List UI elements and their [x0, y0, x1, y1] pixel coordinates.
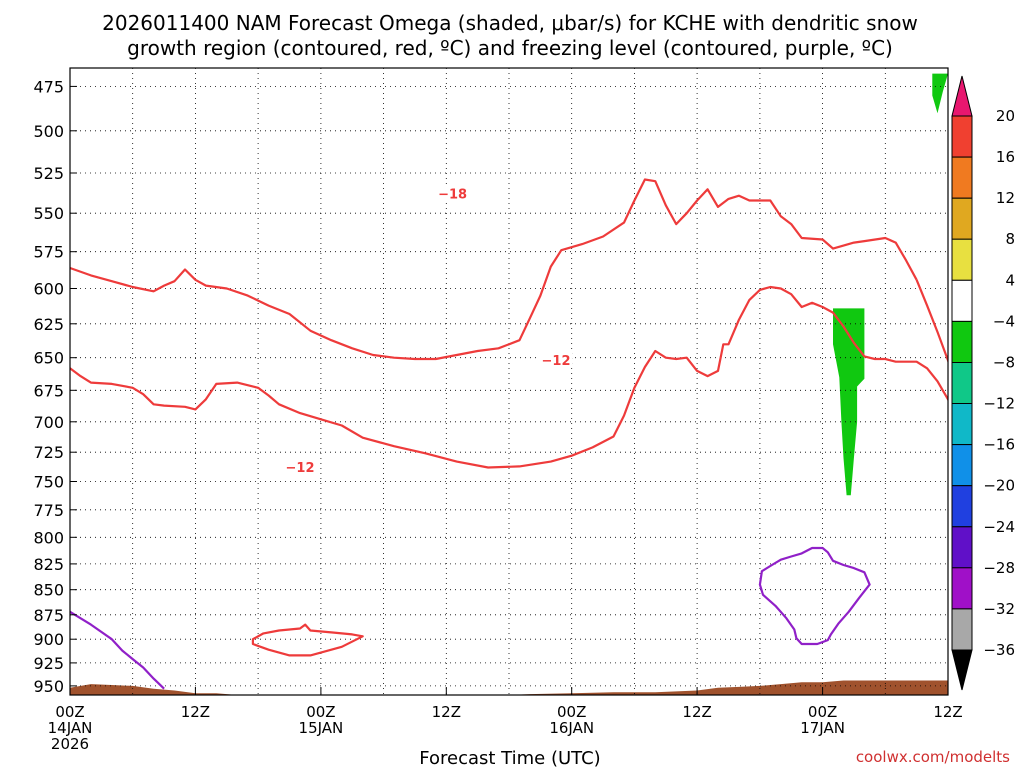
omega-shade-0 [833, 308, 865, 496]
y-tick-label-4: 575 [33, 243, 64, 262]
chart-title-line-1: 2026011400 NAM Forecast Omega (shaded, μ… [102, 11, 918, 35]
contour-label-2: −12 [286, 461, 315, 476]
y-tick-label-7: 650 [33, 349, 64, 368]
colorbar-segment-10 [951, 526, 973, 569]
colorbar-label-13: −36 [983, 641, 1015, 659]
terrain-fill [70, 680, 948, 695]
y-tick-label-2: 525 [33, 164, 64, 183]
colorbar-bottom-triangle [951, 649, 973, 691]
colorbar-label-12: −32 [983, 600, 1015, 618]
x-tick-label-0-0: 00Z [55, 703, 84, 721]
contour-dendritic-upper [70, 178, 918, 361]
colorbar-segment-7 [951, 403, 973, 446]
contour-freezing-closed [758, 546, 871, 646]
colorbar-segment-2 [951, 197, 973, 240]
y-tick-label-6: 625 [33, 315, 64, 334]
colorbar-segment-11 [951, 567, 973, 610]
y-tick-label-19: 950 [33, 677, 64, 696]
y-tick-label-12: 775 [33, 501, 64, 520]
colorbar-segment-1 [951, 156, 973, 199]
contour-dendritic-small [251, 623, 364, 657]
x-tick-label-4-1: 16JAN [549, 719, 594, 737]
x-tick-label-2-1: 15JAN [299, 719, 344, 737]
chart-title-line-2: growth region (contoured, red, ºC) and f… [127, 36, 893, 60]
y-tick-label-9: 700 [33, 413, 64, 432]
colorbar-segment-8 [951, 444, 973, 487]
colorbar-segment-5 [951, 320, 973, 363]
y-axis: 475 500 525 550 575 600 625 650 675 700 725 750 775 8… [33, 77, 77, 696]
colorbar-label-4: 4 [1005, 271, 1015, 289]
colorbar-label-7: −12 [983, 395, 1015, 413]
x-tick-label-5-0: 12Z [682, 703, 711, 721]
colorbar-segment-3 [951, 238, 973, 281]
y-tick-label-16: 875 [33, 606, 64, 625]
y-tick-label-1: 500 [33, 122, 64, 141]
y-tick-label-10: 725 [33, 443, 64, 462]
y-tick-label-18: 925 [33, 654, 64, 673]
colorbar: 20 16 12 8 4 −4 −8 −12 −16 −20 −24 −28 −32 −36 [951, 75, 1015, 691]
colorbar-label-9: −20 [983, 477, 1015, 495]
x-tick-label-6-1: 17JAN [800, 719, 845, 737]
omega-shading [833, 73, 948, 496]
y-tick-label-15: 850 [33, 581, 64, 600]
x-tick-label-4-0: 00Z [557, 703, 586, 721]
omega-shade-1 [932, 73, 948, 114]
x-tick-label-7-0: 12Z [933, 703, 962, 721]
contour-label-bg-1 [540, 352, 572, 368]
contour-label-1: −12 [542, 354, 571, 369]
credit-text: coolwx.com/modelts [856, 748, 1010, 766]
x-tick-label-6-0: 00Z [808, 703, 837, 721]
y-tick-label-8: 675 [33, 381, 64, 400]
colorbar-label-8: −16 [983, 436, 1015, 454]
y-tick-label-11: 750 [33, 473, 64, 492]
colorbar-segment-9 [951, 485, 973, 528]
colorbar-segment-6 [951, 362, 973, 405]
x-tick-label-1-0: 12Z [181, 703, 210, 721]
contour-labels: −18 −12 −12 [284, 186, 572, 476]
contour-label-0: −18 [438, 188, 467, 203]
colorbar-segment-0 [951, 115, 973, 158]
x-axis-label: Forecast Time (UTC) [419, 748, 600, 768]
contour-lines [70, 178, 948, 690]
contour-dendritic-lower [70, 285, 948, 469]
colorbar-label-1: 16 [996, 148, 1015, 166]
x-tick-label-2-0: 00Z [306, 703, 335, 721]
colorbar-label-5: −4 [993, 312, 1015, 330]
colorbar-label-11: −28 [983, 559, 1015, 577]
colorbar-label-3: 8 [1005, 230, 1015, 248]
y-tick-label-5: 600 [33, 280, 64, 299]
x-tick-label-0-2: 2026 [51, 735, 89, 753]
terrain-layer [70, 680, 948, 695]
contour-label-bg-0 [436, 186, 469, 202]
y-tick-label-14: 825 [33, 555, 64, 574]
x-tick-label-3-0: 12Z [432, 703, 461, 721]
y-tick-label-17: 900 [33, 630, 64, 649]
contour-freezing-left [70, 610, 165, 690]
colorbar-segment-12 [951, 608, 973, 651]
colorbar-segment-4 [951, 279, 973, 322]
x-tick-label-0-1: 14JAN [48, 719, 93, 737]
colorbar-label-10: −24 [983, 518, 1015, 536]
contour-label-bg-2 [284, 459, 316, 475]
y-tick-label-13: 800 [33, 528, 64, 547]
plot-frame [69, 67, 949, 696]
colorbar-label-2: 12 [996, 189, 1015, 207]
y-tick-label-3: 550 [33, 204, 64, 223]
colorbar-label-0: 20 [996, 107, 1015, 125]
y-tick-label-0: 475 [33, 77, 64, 96]
colorbar-label-6: −8 [993, 354, 1015, 372]
